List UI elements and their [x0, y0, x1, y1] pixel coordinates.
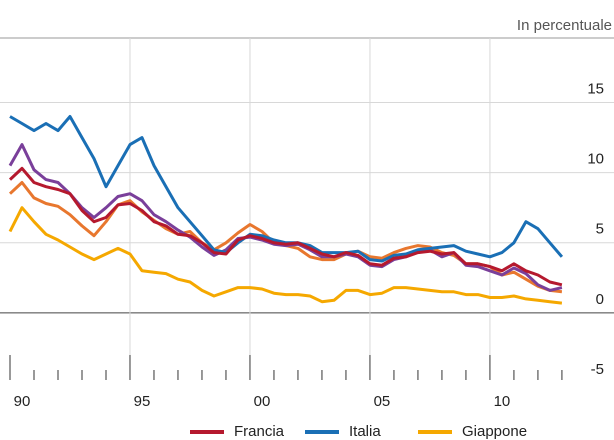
- legend-label: Giappone: [462, 423, 527, 440]
- x-tick-label: 00: [254, 393, 271, 410]
- x-tick-label: 05: [374, 393, 391, 410]
- y-tick-label: 10: [587, 151, 604, 168]
- y-tick-label: 5: [596, 221, 604, 238]
- series-line: [9, 115, 564, 263]
- legend-label: Italia: [349, 423, 381, 440]
- subtitle: In percentuale: [517, 17, 612, 34]
- x-tick-label: 90: [14, 393, 31, 410]
- x-tick-label: 10: [494, 393, 511, 410]
- legend-label: Francia: [234, 423, 285, 440]
- series-line: [8, 166, 563, 287]
- y-tick-label: -5: [591, 361, 604, 378]
- y-tick-label: 15: [587, 80, 604, 97]
- y-tick-label: 0: [596, 291, 604, 308]
- x-tick-label: 95: [134, 393, 151, 410]
- series-line: [8, 143, 563, 292]
- series-line: [8, 181, 563, 294]
- series-line: [8, 206, 563, 305]
